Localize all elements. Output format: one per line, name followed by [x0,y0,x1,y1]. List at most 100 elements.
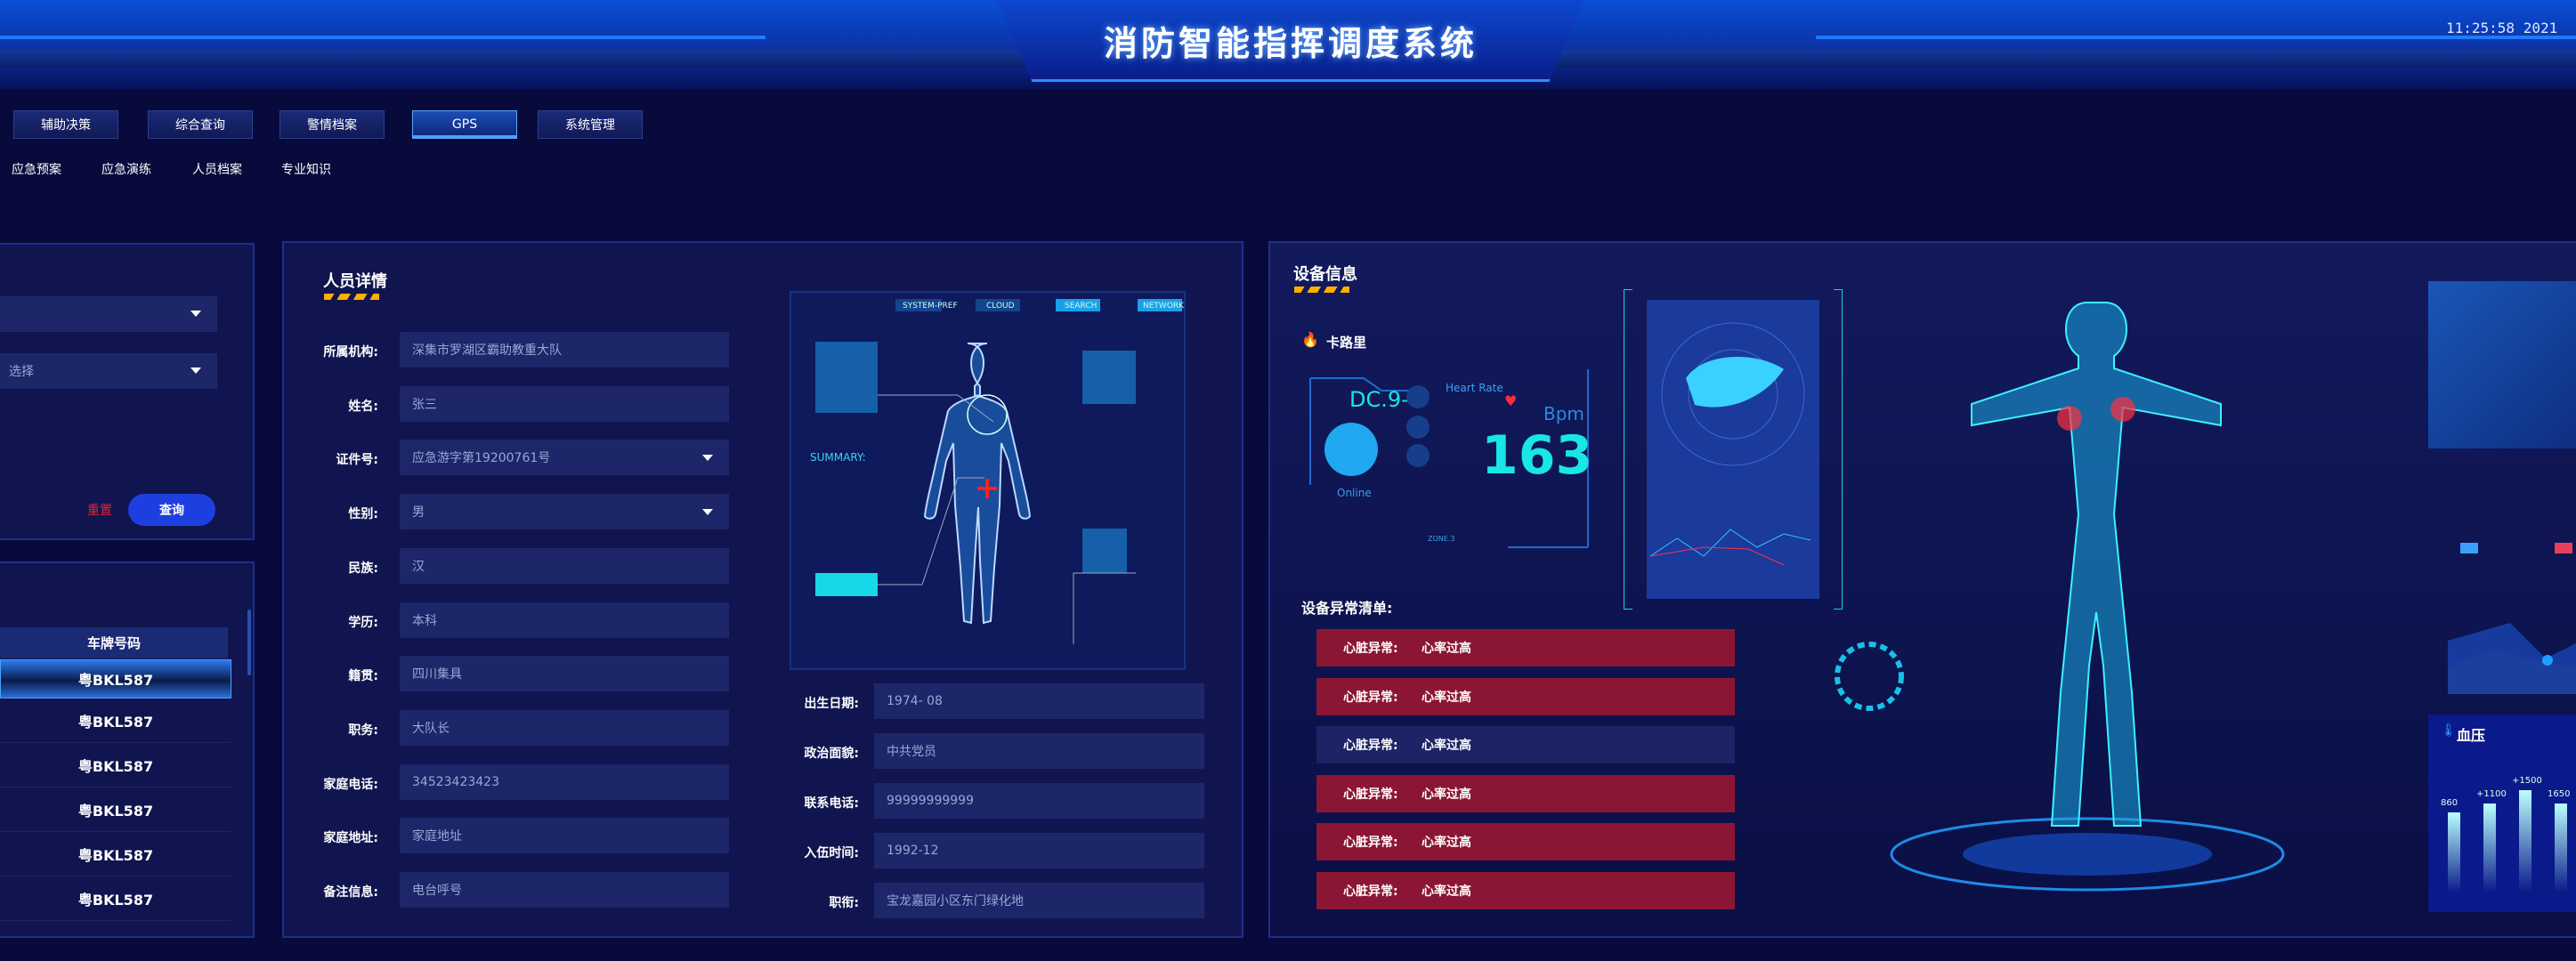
text-field[interactable]: 四川集具 [400,656,729,692]
field-value: 应急游字第19200761号 [412,451,551,466]
tab-incident-archive[interactable]: 警情档案 [279,110,385,139]
field-value: 深集市罗湖区霸助教重大队 [412,343,562,358]
field-label: 职务: [348,723,378,738]
table-row[interactable]: 粤BKL587 [0,876,231,921]
text-field[interactable]: 电台呼号 [400,872,729,908]
alert-message: 心率过高 [1422,690,1471,705]
tab-auxiliary-decision[interactable]: 辅助决策 [13,110,118,139]
scrollbar[interactable] [247,610,251,675]
blood-pressure-panel: 🌡 血压 860 +1100 +1500 1650 [2428,715,2576,912]
flame-icon: 🔥 [1301,331,1319,348]
body-scan-graphic: SYSTEM-PREF CLOUD SEARCH NETWORK SUMMARY… [790,291,1186,670]
field-label: 性别: [348,507,378,522]
dropdown-field[interactable]: 男 [400,494,729,530]
text-field[interactable]: 1992-12 [874,833,1204,868]
field-label: 籍贯: [348,669,378,684]
table-row[interactable]: 粤BKL587 [0,743,231,787]
alerts-title: 设备异常清单: [1301,600,1393,617]
body-hologram-graphic [1835,302,2285,892]
field-label: 证件号: [336,453,378,468]
text-field[interactable]: 中共党员 [874,733,1204,769]
field-value: 34523423423 [412,774,499,789]
alert-message: 心率过高 [1422,836,1471,851]
field-label: 家庭地址: [323,831,378,846]
field-value: 家庭地址 [412,829,462,844]
text-field[interactable]: 深集市罗湖区霸助教重大队 [400,332,729,367]
add-icon[interactable] [1406,416,1430,439]
alert-item[interactable]: 心脏异常: 心率过高 [1316,629,1735,666]
bp-value: +1100 [2476,789,2507,799]
hud-tab: SYSTEM-PREF [903,302,958,311]
field-label: 所属机构: [323,345,378,359]
alert-message: 心率过高 [1422,642,1471,656]
subnav-personnel[interactable]: 人员档案 [192,163,242,177]
filter-select-1[interactable] [0,296,217,332]
subnav-emergency-plan[interactable]: 应急预案 [12,163,61,177]
zone-label: ZONE.3 [1428,535,1455,543]
text-field[interactable]: 99999999999 [874,783,1204,819]
text-field[interactable]: 汉 [400,547,729,584]
bp-value: 860 [2441,798,2459,808]
alert-item[interactable]: 心脏异常: 心率过高 [1316,774,1735,812]
text-field[interactable]: 本科 [400,602,729,638]
alert-item[interactable]: 心脏异常: 心率过高 [1316,872,1735,909]
query-button[interactable]: 查询 [128,494,215,526]
field-value: 中共党员 [887,745,936,759]
field-value: 张三 [412,397,437,412]
clock: 11:25:58 2021 [2446,20,2558,36]
search-icon[interactable] [1406,444,1430,467]
bp-title: 血压 [2457,727,2486,744]
status-label: Online [1337,487,1372,499]
table-row-selected[interactable]: 粤BKL587 [0,659,231,699]
alert-message: 心率过高 [1422,787,1471,802]
field-value: 男 [412,505,425,521]
alert-item[interactable]: 心脏异常: 心率过高 [1316,677,1735,715]
dropdown-field[interactable]: 应急游字第19200761号 [400,440,729,476]
section-title: 人员详情 [323,272,387,291]
reset-button[interactable]: 重置 [87,504,112,518]
tab-gps[interactable]: GPS [412,110,517,139]
title-stripe [1294,287,1349,293]
table-row[interactable]: 粤BKL587 [0,699,231,743]
text-field[interactable]: 34523423423 [400,763,729,800]
tab-general-query[interactable]: 综合查询 [148,110,253,139]
filter-select-2[interactable]: 选择 [0,353,217,389]
table-row[interactable]: 粤BKL587 [0,832,231,876]
text-field[interactable]: 家庭地址 [400,818,729,854]
table-row[interactable]: 粤BKL587 [0,787,231,832]
title-stripe [324,294,379,300]
text-field[interactable]: 张三 [400,385,729,422]
thermometer-icon: 🌡 [2441,723,2457,738]
bp-bar [2448,812,2460,892]
field-value: 1974- 08 [887,694,943,708]
bpm-unit: Bpm [1543,403,1584,424]
text-field[interactable]: 大队长 [400,709,729,746]
vehicle-list-panel: 车牌号码 粤BKL587 粤BKL587 粤BKL587 粤BKL587 粤BK… [0,561,255,938]
hud-tab: CLOUD [986,302,1015,311]
field-label: 备注信息: [323,885,378,900]
column-header-plate: 车牌号码 [0,627,228,658]
alert-message: 心率过高 [1422,739,1471,754]
heart-icon: ♥ [1504,392,1518,409]
alert-item[interactable]: 心脏异常: 心率过高 [1316,726,1735,764]
text-field[interactable]: 1974- 08 [874,683,1204,719]
alert-type: 心脏异常: [1343,836,1398,851]
heart-rate-label: Heart Rate [1446,382,1503,394]
chevron-down-icon [190,311,201,317]
alert-item[interactable]: 心脏异常: 心率过高 [1316,823,1735,861]
bp-bar [2483,804,2496,892]
field-label: 政治面貌: [804,747,859,761]
field-label: 入伍时间: [804,846,859,860]
bp-value: +1500 [2512,776,2542,786]
field-value: 电台呼号 [412,884,462,898]
subnav-drill[interactable]: 应急演练 [101,163,151,177]
field-label: 学历: [348,615,378,630]
text-field[interactable]: 宝龙嘉园小区东门绿化地 [874,883,1204,918]
tab-system-admin[interactable]: 系统管理 [538,110,643,139]
subnav-knowledge[interactable]: 专业知识 [281,163,331,177]
hud-tab: SEARCH [1065,302,1097,311]
alert-type: 心脏异常: [1343,884,1398,899]
video-icon[interactable] [1406,385,1430,408]
hud-summary: SUMMARY: [810,451,866,464]
field-value: 本科 [412,613,437,628]
